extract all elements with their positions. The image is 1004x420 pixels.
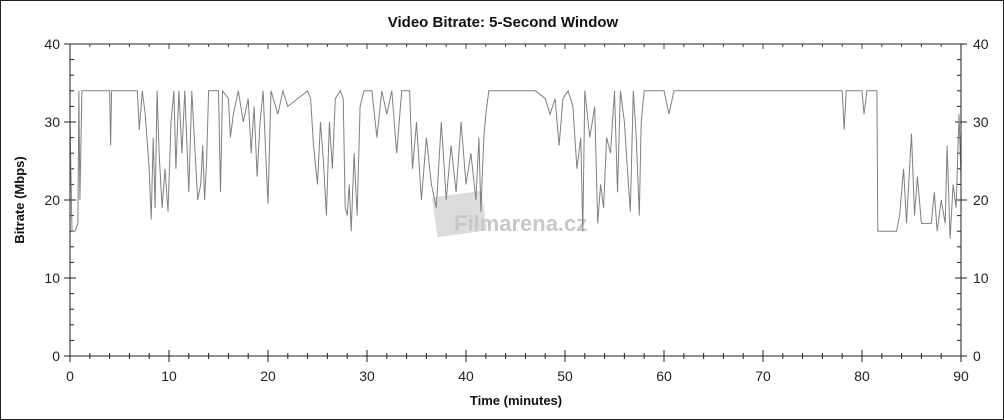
right-y-tick-label: 40 [973, 36, 989, 52]
watermark-clapper-icon [431, 190, 488, 238]
x-tick-label: 40 [458, 368, 474, 384]
x-axis-label: Time (minutes) [470, 393, 562, 408]
x-tick-label: 0 [66, 368, 74, 384]
y-axis-label: Bitrate (Mbps) [12, 156, 27, 243]
x-tick-label: 10 [161, 368, 177, 384]
bitrate-series-line [69, 88, 962, 240]
right-y-tick-label: 20 [973, 192, 989, 208]
x-tick-label: 70 [755, 368, 771, 384]
x-tick-label: 80 [854, 368, 870, 384]
right-y-tick-label: 30 [973, 114, 989, 130]
x-tick-label: 50 [557, 368, 573, 384]
right-y-tick-label: 0 [973, 348, 981, 364]
x-tick-label: 20 [260, 368, 276, 384]
y-tick-label: 0 [52, 348, 60, 364]
right-y-tick-label: 10 [973, 270, 989, 286]
y-tick-label: 30 [44, 114, 60, 130]
y-tick-label: 10 [44, 270, 60, 286]
watermark-logo: Filmarena.cz [431, 190, 587, 238]
y-tick-label: 40 [44, 36, 60, 52]
y-tick-label: 20 [44, 192, 60, 208]
watermark-text: Filmarena.cz [454, 211, 587, 236]
x-tick-label: 90 [953, 368, 969, 384]
x-tick-label: 30 [359, 368, 375, 384]
chart-title: Video Bitrate: 5-Second Window [388, 14, 619, 31]
plot-frame [69, 43, 962, 357]
x-tick-label: 60 [656, 368, 672, 384]
